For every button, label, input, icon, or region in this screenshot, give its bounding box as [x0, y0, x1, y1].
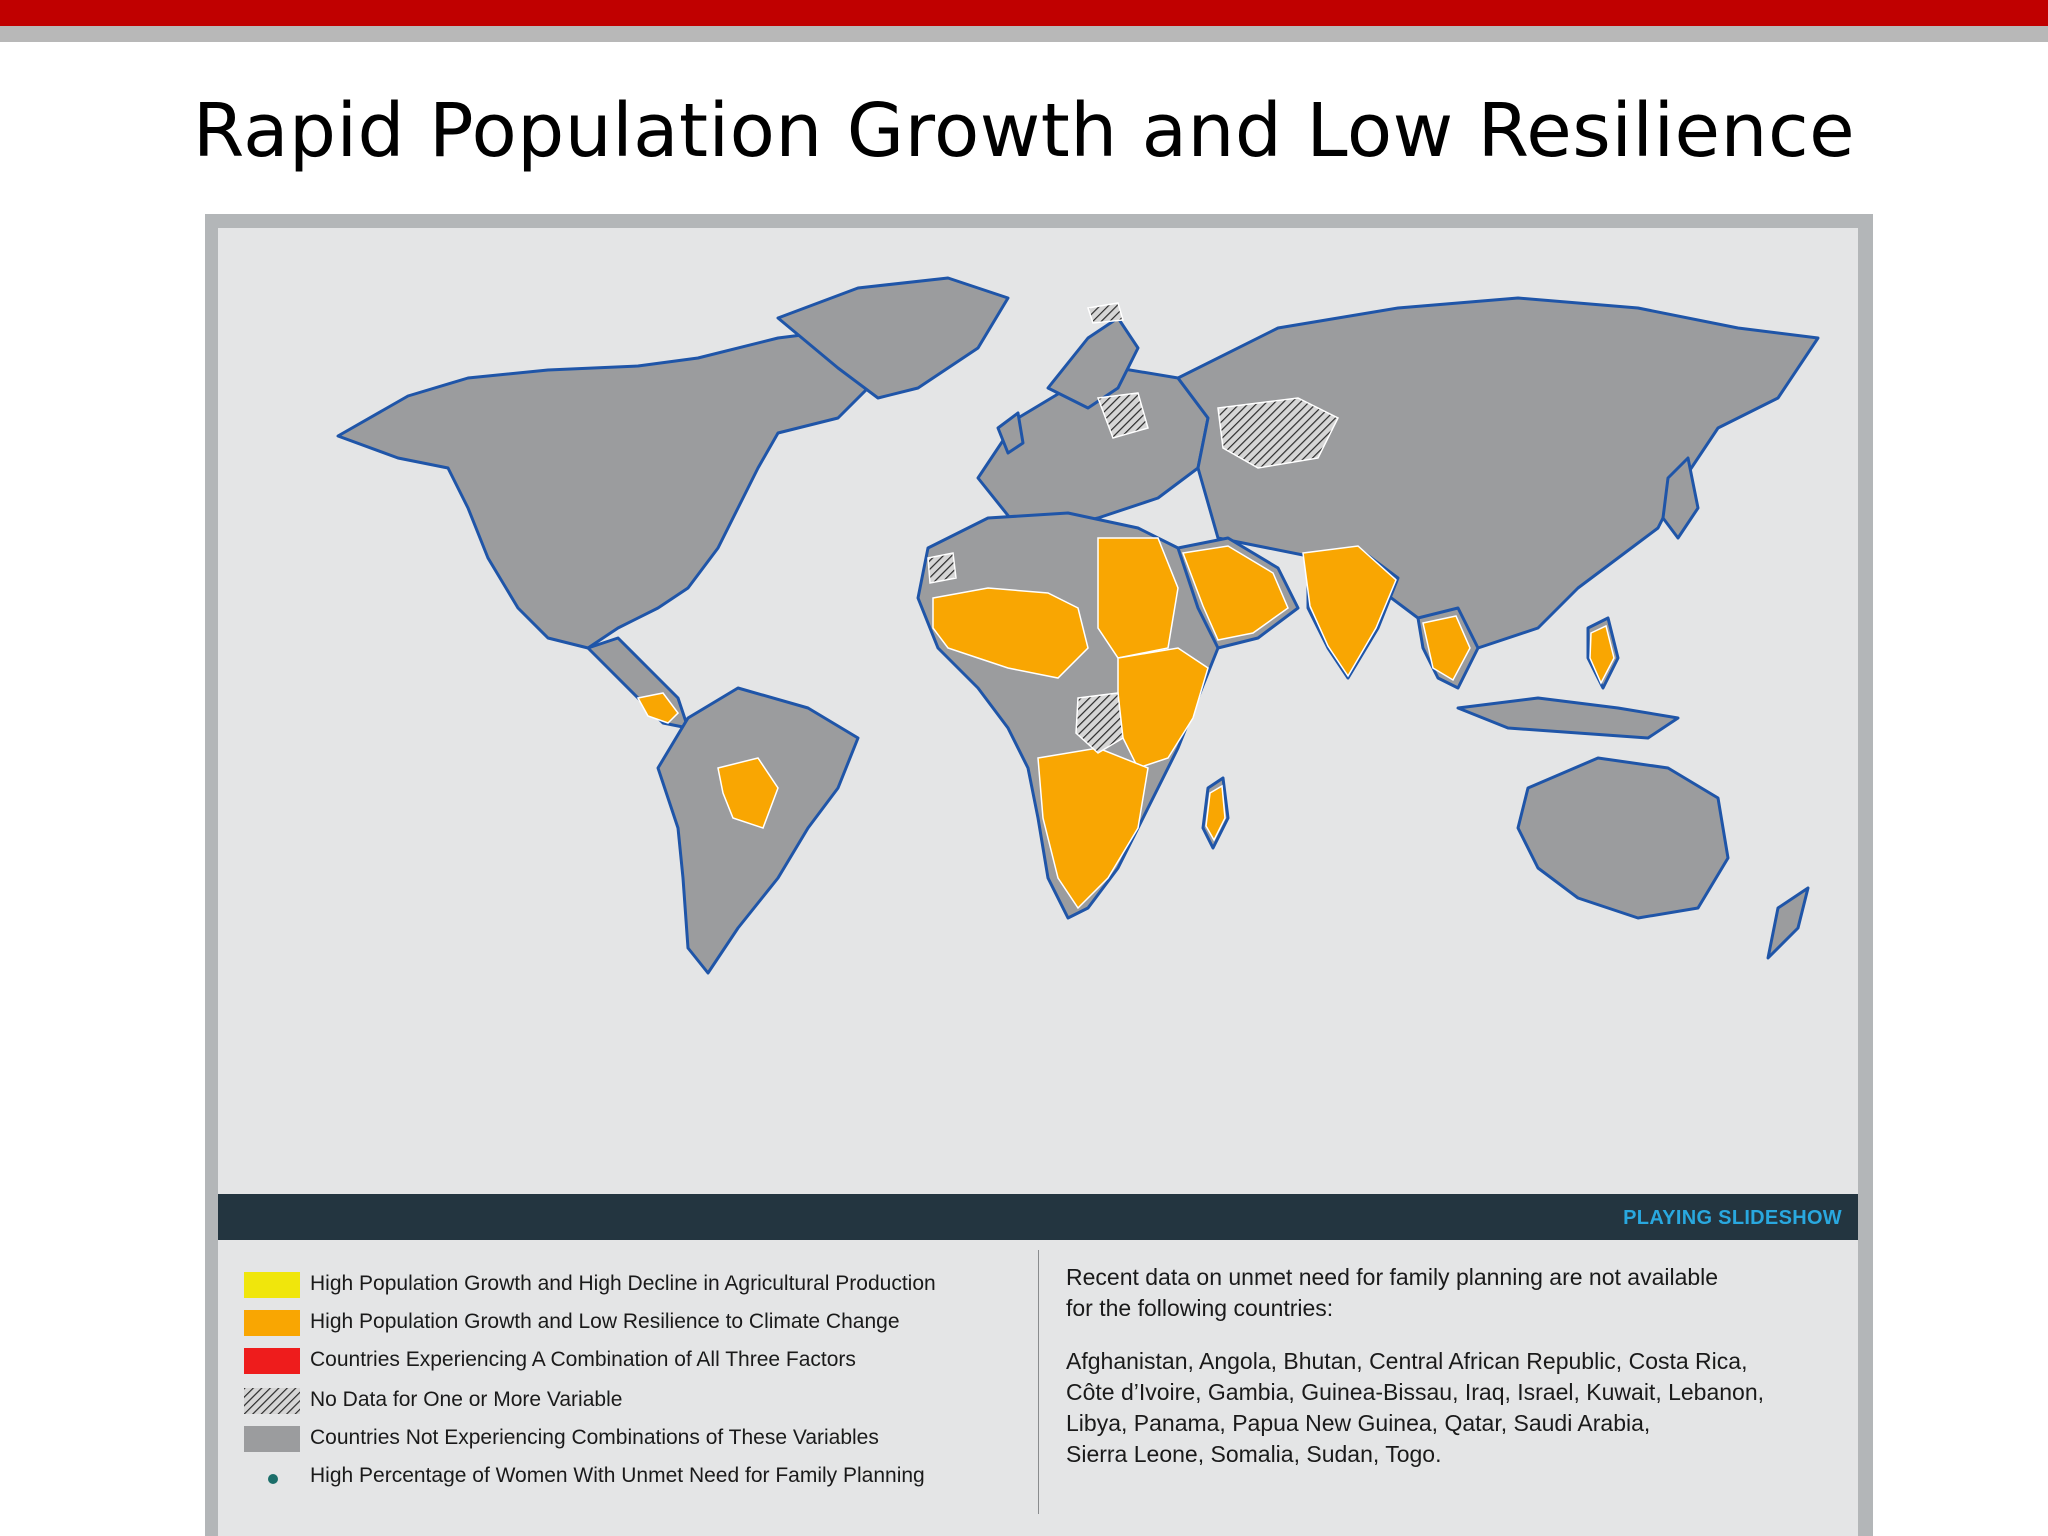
region-central-asia-hatched [1217, 397, 1340, 469]
hatch-swatch [244, 1388, 300, 1414]
landmass-new-zealand [1766, 886, 1810, 960]
orange-swatch [244, 1310, 300, 1336]
region-southeast-asia-orange [1422, 615, 1471, 682]
legend-label: High Population Growth and High Decline … [310, 1272, 936, 1295]
legend-label: High Percentage of Women With Unmet Need… [310, 1464, 925, 1487]
top-grey-bar [0, 26, 2048, 42]
landmass-australia [1516, 756, 1730, 920]
top-accent-bar [0, 0, 2048, 26]
region-southern-africa-orange [1037, 747, 1149, 910]
landmass-south-america [656, 686, 860, 975]
region-arabia-orange [1181, 545, 1289, 641]
region-western-sahara-hatched [927, 552, 957, 584]
region-svalbard-hatched [1087, 302, 1124, 324]
region-philippines-orange [1589, 624, 1615, 685]
dot-marker-icon [268, 1474, 278, 1484]
legend-label: Countries Experiencing A Combination of … [310, 1348, 856, 1371]
legend-panel: High Population Growth and High Decline … [218, 1240, 1858, 1536]
region-central-america-orange [636, 692, 679, 724]
countries-line: Sierra Leone, Somalia, Sudan, Togo. [1066, 1441, 1442, 1467]
region-east-africa-orange [1117, 647, 1209, 769]
legend-divider [1038, 1250, 1039, 1514]
playing-slideshow-link[interactable]: PLAYING SLIDESHOW [1623, 1207, 1842, 1229]
countries-line: Afghanistan, Angola, Bhutan, Central Afr… [1066, 1348, 1748, 1374]
legend-label: No Data for One or More Variable [310, 1388, 623, 1411]
countries-line: Côte d’Ivoire, Gambia, Guinea-Bissau, Ir… [1066, 1379, 1765, 1405]
countries-list: Afghanistan, Angola, Bhutan, Central Afr… [1066, 1346, 1846, 1470]
region-sudan-orange [1097, 537, 1179, 659]
landmass-uk [996, 411, 1025, 455]
landmass-north-america [336, 326, 880, 650]
legend-label: High Population Growth and Low Resilienc… [310, 1310, 900, 1333]
landmass-japan [1661, 456, 1700, 540]
region-central-africa-hatched [1075, 692, 1124, 754]
world-map [218, 228, 1858, 1194]
countries-line: Libya, Panama, Papua New Guinea, Qatar, … [1066, 1410, 1651, 1436]
landmass-scandinavia [1046, 316, 1140, 410]
region-eastern-europe-hatched [1096, 392, 1149, 439]
note-line: for the following countries: [1066, 1295, 1334, 1321]
region-west-africa-orange [932, 587, 1089, 679]
yellow-swatch [244, 1272, 300, 1298]
unmet-need-note: Recent data on unmet need for family pla… [1066, 1262, 1846, 1324]
landmass-greenland [776, 276, 1010, 400]
grey-swatch [244, 1426, 300, 1452]
slide-title: Rapid Population Growth and Low Resilien… [192, 88, 1856, 174]
slideshow-bar: PLAYING SLIDESHOW [218, 1194, 1858, 1240]
landmass-indonesia [1456, 696, 1680, 740]
legend-label: Countries Not Experiencing Combinations … [310, 1426, 879, 1449]
region-madagascar-orange [1205, 784, 1226, 842]
region-bolivia-paraguay-orange [717, 757, 779, 829]
red-swatch [244, 1348, 300, 1374]
world-map-svg [336, 276, 1820, 975]
region-india-orange [1302, 545, 1397, 678]
note-line: Recent data on unmet need for family pla… [1066, 1264, 1719, 1290]
